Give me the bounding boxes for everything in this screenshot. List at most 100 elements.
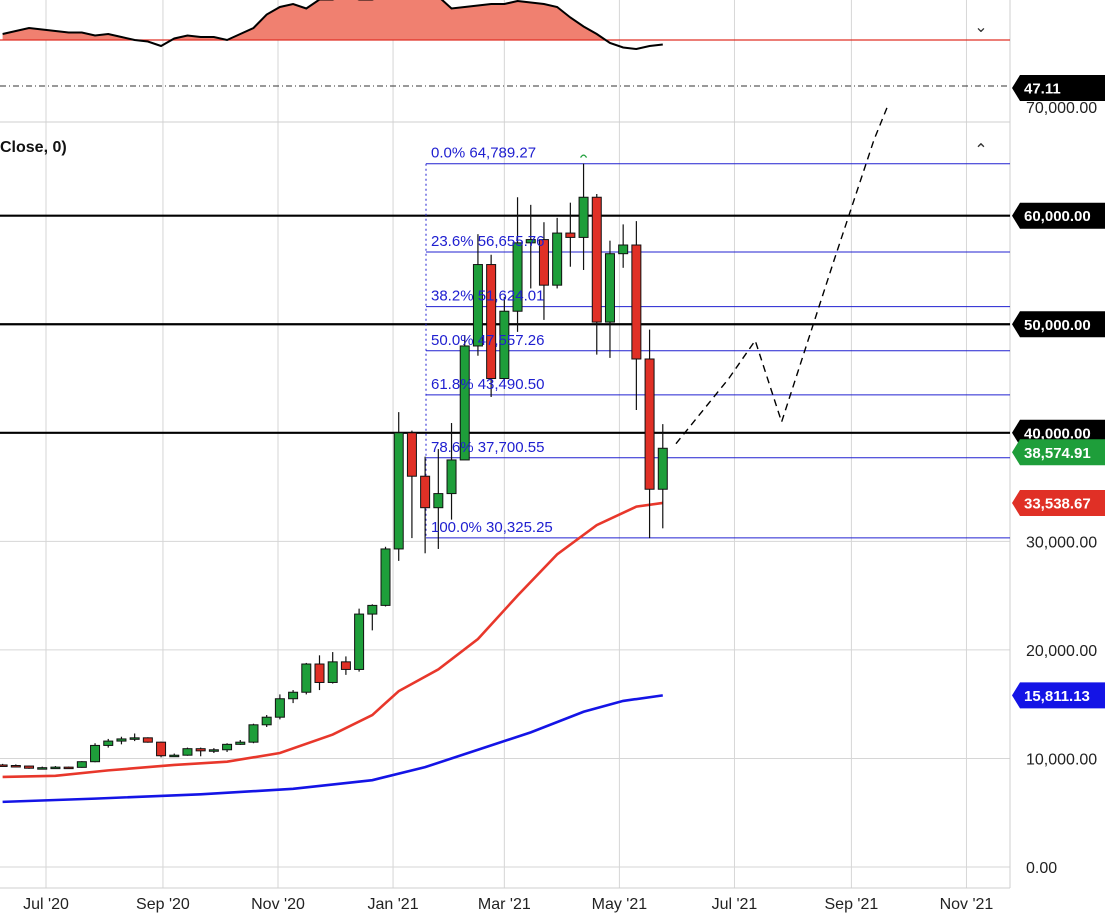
candle-body [10, 765, 21, 768]
fib-label: 0.0% 64,789.27 [431, 145, 536, 162]
candle-body [248, 724, 259, 743]
oscillator-panel [0, 0, 1010, 87]
x-tick-label: Jul '20 [23, 896, 69, 913]
candle-body [499, 310, 510, 380]
candle-body [37, 767, 48, 770]
moving-average-blue [2, 694, 663, 804]
x-tick-label: Sep '20 [136, 896, 190, 913]
price-red-label: 33,538.67 [1024, 495, 1091, 512]
candle-body [618, 244, 629, 255]
fib-label: 61.8% 43,490.50 [431, 376, 544, 393]
moving-average-red [2, 501, 663, 779]
level-tag [1012, 311, 1105, 338]
candle-body [512, 242, 523, 312]
oscillator-line [2, 0, 663, 51]
candle-body [314, 663, 325, 683]
price-green-tag [1012, 439, 1105, 466]
candle-body [340, 661, 351, 670]
candle-body [288, 691, 299, 700]
candle-body [420, 475, 431, 509]
price-blue-label: 15,811.13 [1024, 688, 1090, 705]
fib-label: 100.0% 30,325.25 [431, 519, 553, 536]
candle-body [433, 493, 444, 509]
level-tag [1012, 202, 1105, 229]
candle-body [631, 244, 642, 360]
y-tick-label: 10,000.00 [1026, 751, 1097, 768]
candle-body [261, 716, 272, 726]
x-tick-label: Mar '21 [478, 896, 531, 913]
x-tick-label: Jan '21 [368, 896, 419, 913]
y-tick-label: 70,000.00 [1026, 100, 1097, 117]
candle-body [578, 196, 589, 238]
chevron-down-icon[interactable]: ⌄ [974, 17, 988, 36]
candle-body [301, 663, 312, 693]
candle-body [486, 264, 497, 380]
candle-body [406, 432, 417, 477]
oscillator-value-tag [1012, 75, 1105, 101]
level-label: 40,000.00 [1024, 425, 1091, 442]
fib-label: 78.6% 37,700.55 [431, 439, 544, 456]
candle-body [459, 345, 470, 461]
candle-body [472, 264, 483, 347]
candle-body [50, 766, 61, 770]
candle-body [525, 239, 536, 244]
projection-path [675, 106, 888, 445]
fib-label: 23.6% 56,655.76 [431, 233, 544, 250]
peak-marker [580, 154, 588, 158]
candle-body [169, 754, 180, 758]
candle-body [129, 737, 140, 740]
fib-label: 38.2% 51,624.01 [431, 288, 544, 305]
x-tick-label: Sep '21 [825, 896, 879, 913]
price-green-label: 38,574.91 [1024, 445, 1091, 462]
grid [0, 0, 1011, 889]
candle-body [657, 447, 668, 490]
candle-body [0, 764, 8, 767]
level-label: 50,000.00 [1024, 317, 1091, 334]
candle-body [327, 661, 338, 683]
candle-body [565, 232, 576, 238]
candle-body [446, 459, 457, 495]
candle-body [354, 613, 365, 670]
x-tick-label: Nov '20 [251, 896, 305, 913]
oscillator-fill [2, 0, 606, 40]
candle-body [76, 761, 87, 768]
candle-body [591, 196, 602, 323]
axes: Jul '20 Sep '20 Nov '20 Jan '21 Mar '21 May '… [23, 100, 1097, 913]
candle-body [103, 740, 114, 746]
candle-body [156, 741, 167, 757]
price-red-tag [1012, 489, 1105, 516]
y-tick-label: 20,000.00 [1026, 643, 1097, 660]
candle-body [393, 432, 404, 550]
candle-body [222, 743, 233, 751]
level-label: 60,000.00 [1024, 208, 1091, 225]
candle-body [63, 766, 74, 770]
candle-body [274, 698, 285, 718]
candle-body [552, 232, 563, 286]
x-tick-label: Nov '21 [940, 896, 994, 913]
candle-body [195, 748, 206, 752]
y-tick-label: 30,000.00 [1026, 534, 1097, 551]
x-tick-label: Jul '21 [712, 896, 758, 913]
oscillator-value-label: 47.11 [1024, 81, 1061, 98]
candle-body [538, 239, 549, 286]
chevron-up-icon[interactable]: ⌃ [974, 140, 988, 159]
candle-body [182, 748, 193, 756]
y-tick-label: 0.00 [1026, 860, 1057, 877]
candle-body [116, 738, 127, 742]
candle-body [604, 253, 615, 323]
candle-body [380, 548, 391, 606]
candle-body [24, 765, 35, 769]
candle-body [90, 744, 101, 763]
candle-body [142, 737, 153, 743]
candle-body [367, 604, 378, 615]
price-panel: 0.0% 64,789.27 23.6% 56,655.76 38.2% 51,62… [0, 106, 1010, 804]
x-tick-label: May '21 [592, 896, 648, 913]
price-blue-tag [1012, 682, 1105, 709]
fib-label: 50.0% 47,557.26 [431, 332, 544, 349]
candle-body [644, 358, 655, 490]
price-tags: 47.11 60,000.00 50,000.00 40,000.00 38,574.9… [1012, 75, 1105, 709]
candle-body [235, 741, 246, 745]
candle-body [208, 749, 219, 752]
panel-title: Close, 0) [0, 139, 67, 156]
